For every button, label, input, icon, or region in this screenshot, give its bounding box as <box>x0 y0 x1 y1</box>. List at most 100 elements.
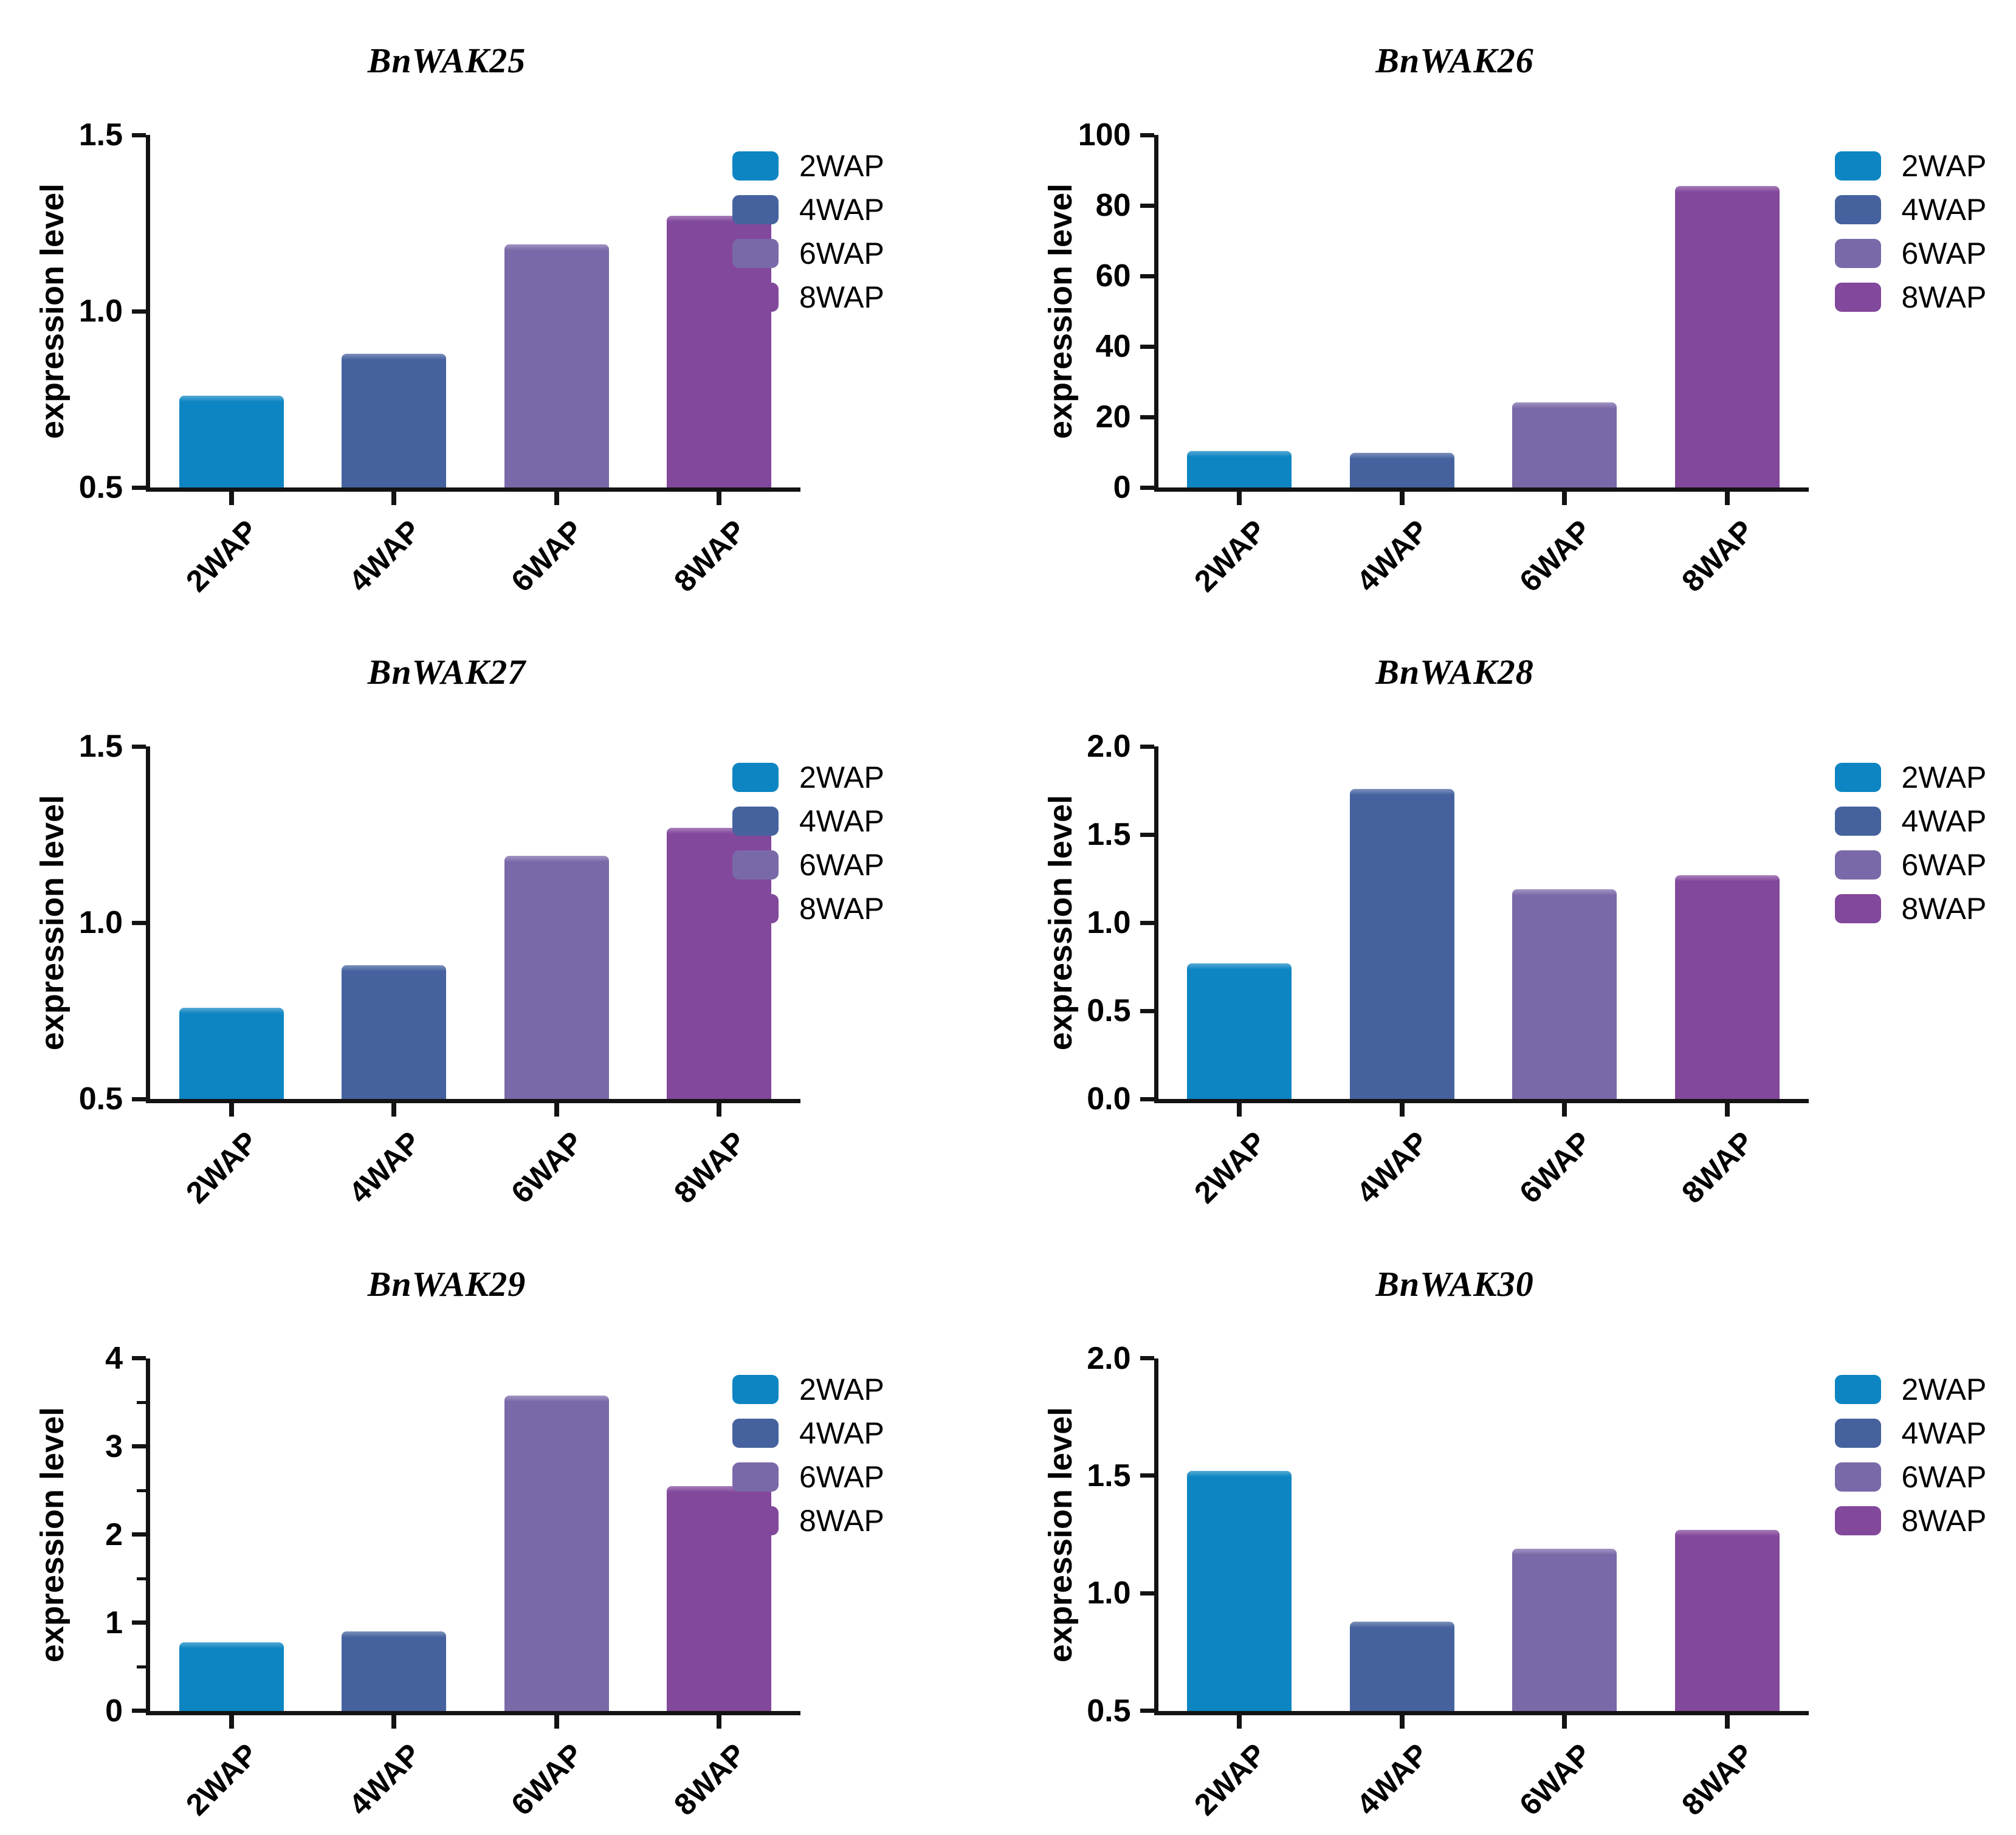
y-tick-label: 1.0 <box>78 294 123 329</box>
legend-swatch-6wap <box>732 1462 779 1492</box>
legend: 2WAP 4WAP 6WAP 8WAP <box>732 151 884 312</box>
x-tick-label: 6WAP <box>504 513 590 599</box>
y-tick-label: 0 <box>105 1693 123 1729</box>
y-tick-label: 40 <box>1095 329 1131 364</box>
x-tick-label: 8WAP <box>667 513 752 599</box>
bar-4wap <box>342 965 447 1100</box>
legend-swatch-2wap <box>1834 1374 1881 1404</box>
legend-label: 8WAP <box>799 280 884 314</box>
legend-label: 2WAP <box>799 1372 884 1406</box>
legend-swatch-6wap <box>732 239 779 268</box>
legend-swatch-2wap <box>732 1374 779 1404</box>
chart-panel-bnwak27: BnWAK27 expression level 0.5 1.0 1.5 2WAP 4W… <box>0 611 1008 1223</box>
chart-title: BnWAK26 <box>1375 41 1534 80</box>
y-tick-label: 0.5 <box>1087 1693 1131 1729</box>
y-tick-label: 1 <box>105 1605 123 1640</box>
legend-item-6wap: 6WAP <box>732 1462 884 1492</box>
y-axis-tick <box>1140 1591 1154 1596</box>
y-axis-tick <box>1140 832 1154 837</box>
bar-8wap <box>1674 1529 1780 1711</box>
legend-swatch-4wap <box>1834 195 1881 224</box>
legend-item-8wap: 8WAP <box>1834 893 1986 924</box>
legend-item-6wap: 6WAP <box>1834 238 1986 269</box>
plot-area: 0.5 1.0 1.5 2.0 2WAP 4WAP 6WAP 8WAP <box>1087 1343 1809 1822</box>
x-axis-tick <box>717 1710 722 1729</box>
x-axis-tick <box>1399 487 1405 505</box>
bar-2wap <box>1187 1471 1292 1711</box>
plot-area: 0 20 40 60 80 100 2WAP 4WAP 6WAP 8WAP <box>1078 119 1809 599</box>
legend: 2WAP 4WAP 6WAP 8WAP <box>1834 149 1987 312</box>
legend-swatch-6wap <box>732 850 779 880</box>
x-tick-label: 8WAP <box>667 1125 752 1210</box>
x-axis-tick <box>554 487 559 505</box>
chart-panel-bnwak25: BnWAK25 expression level 0.5 1.0 1.5 2WAP 4W… <box>0 0 1008 611</box>
y-axis-tick <box>1140 1709 1154 1713</box>
legend: 2WAP 4WAP 6WAP 8WAP <box>1834 762 1986 924</box>
x-axis-tick <box>554 1099 559 1117</box>
bar-2wap <box>1187 451 1292 487</box>
x-tick-label: 2WAP <box>179 513 265 599</box>
legend-item-2wap: 2WAP <box>732 151 884 181</box>
legend-label: 2WAP <box>1901 1372 1987 1406</box>
y-axis-tick <box>1140 920 1154 925</box>
legend-swatch-6wap <box>1834 850 1881 880</box>
y-tick-label: 1.0 <box>1087 1575 1131 1611</box>
chart-panel-bnwak26: BnWAK26 expression level 0 20 40 60 80 100 2WA… <box>1008 0 2016 611</box>
y-axis-minor-tick <box>137 1577 146 1580</box>
legend-label: 2WAP <box>1901 149 1987 183</box>
x-tick-label: 6WAP <box>504 1125 590 1210</box>
y-axis-tick <box>1140 744 1154 749</box>
x-axis-tick <box>717 1099 722 1117</box>
legend-label: 4WAP <box>799 1416 884 1450</box>
legend-item-4wap: 4WAP <box>1834 806 1986 836</box>
legend-swatch-4wap <box>1834 1418 1881 1448</box>
bar-2wap <box>179 1007 284 1100</box>
x-tick-label: 4WAP <box>1350 513 1436 599</box>
legend-item-4wap: 4WAP <box>1834 195 1986 225</box>
chart-title: BnWAK29 <box>367 1264 526 1304</box>
x-axis-tick <box>1562 487 1567 505</box>
x-axis-tick <box>1562 1710 1567 1729</box>
bar-4wap <box>342 353 447 487</box>
legend-label: 2WAP <box>799 149 884 183</box>
y-axis-minor-tick <box>137 1400 146 1404</box>
chart-panel-bnwak30: BnWAK30 expression level 0.5 1.0 1.5 2.0 2WA… <box>1008 1224 2016 1835</box>
x-axis-tick <box>1237 487 1242 505</box>
y-tick-label: 0.0 <box>1087 1081 1131 1117</box>
x-axis-tick <box>1399 1099 1405 1117</box>
legend-swatch-8wap <box>732 894 779 924</box>
legend-item-8wap: 8WAP <box>732 893 884 924</box>
legend-swatch-2wap <box>732 763 779 793</box>
x-tick-label: 2WAP <box>1187 513 1273 599</box>
x-axis-tick <box>1399 1710 1405 1729</box>
x-axis-tick <box>229 1710 234 1729</box>
y-tick-label: 1.5 <box>1087 1458 1131 1493</box>
y-axis-minor-tick <box>137 1665 146 1668</box>
legend-item-2wap: 2WAP <box>732 1374 884 1405</box>
y-axis-tick <box>132 133 146 137</box>
y-tick-label: 80 <box>1095 188 1131 223</box>
y-axis-minor-tick <box>137 1489 146 1492</box>
y-axis-tick <box>1140 203 1154 208</box>
legend-label: 8WAP <box>799 892 884 926</box>
x-tick-label: 8WAP <box>1675 513 1761 599</box>
y-axis-tick <box>1140 1473 1154 1478</box>
x-axis-tick <box>229 487 234 505</box>
x-tick-label: 4WAP <box>1350 1737 1436 1822</box>
y-axis-tick <box>1140 1356 1154 1361</box>
x-axis-tick <box>717 487 722 505</box>
legend-swatch-8wap <box>1834 1506 1881 1535</box>
bar-6wap <box>504 244 609 487</box>
x-axis-tick <box>1562 1099 1567 1117</box>
y-axis-tick <box>1140 1008 1154 1013</box>
legend-label: 8WAP <box>1901 1503 1987 1538</box>
x-axis-tick <box>391 1710 397 1729</box>
legend-label: 6WAP <box>799 1459 884 1494</box>
y-axis-label: expression level <box>1042 1406 1079 1662</box>
y-axis-tick <box>1140 485 1154 490</box>
legend-swatch-8wap <box>732 1506 779 1535</box>
bar-8wap <box>1674 186 1780 487</box>
legend-label: 4WAP <box>799 804 884 839</box>
bar-2wap <box>179 396 284 487</box>
legend-swatch-8wap <box>1834 283 1881 312</box>
